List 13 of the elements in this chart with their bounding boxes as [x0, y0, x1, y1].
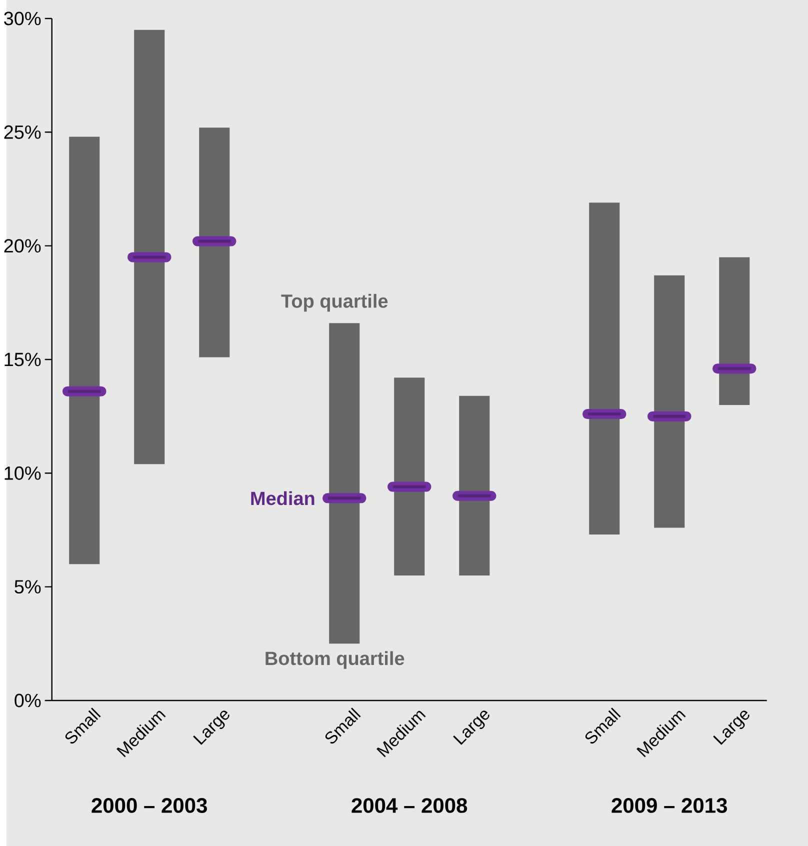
annotation: Bottom quartile — [266, 651, 404, 669]
y-tick-label: 5% — [14, 580, 40, 594]
y-tick-label: 0% — [14, 694, 40, 708]
annotation: Median — [251, 491, 314, 506]
y-tick-label: 25% — [4, 125, 40, 139]
y-tick-label: 15% — [4, 352, 40, 366]
y-tick-label: 20% — [4, 239, 40, 253]
y-tick-label: 10% — [4, 466, 40, 480]
annotation: Top quartile — [281, 294, 388, 312]
text: 2004 – 2008 — [352, 798, 467, 813]
y-tick-label: 30% — [4, 12, 40, 26]
text: 2000 – 2003 — [92, 798, 207, 813]
text: 2009 – 2013 — [612, 798, 727, 813]
